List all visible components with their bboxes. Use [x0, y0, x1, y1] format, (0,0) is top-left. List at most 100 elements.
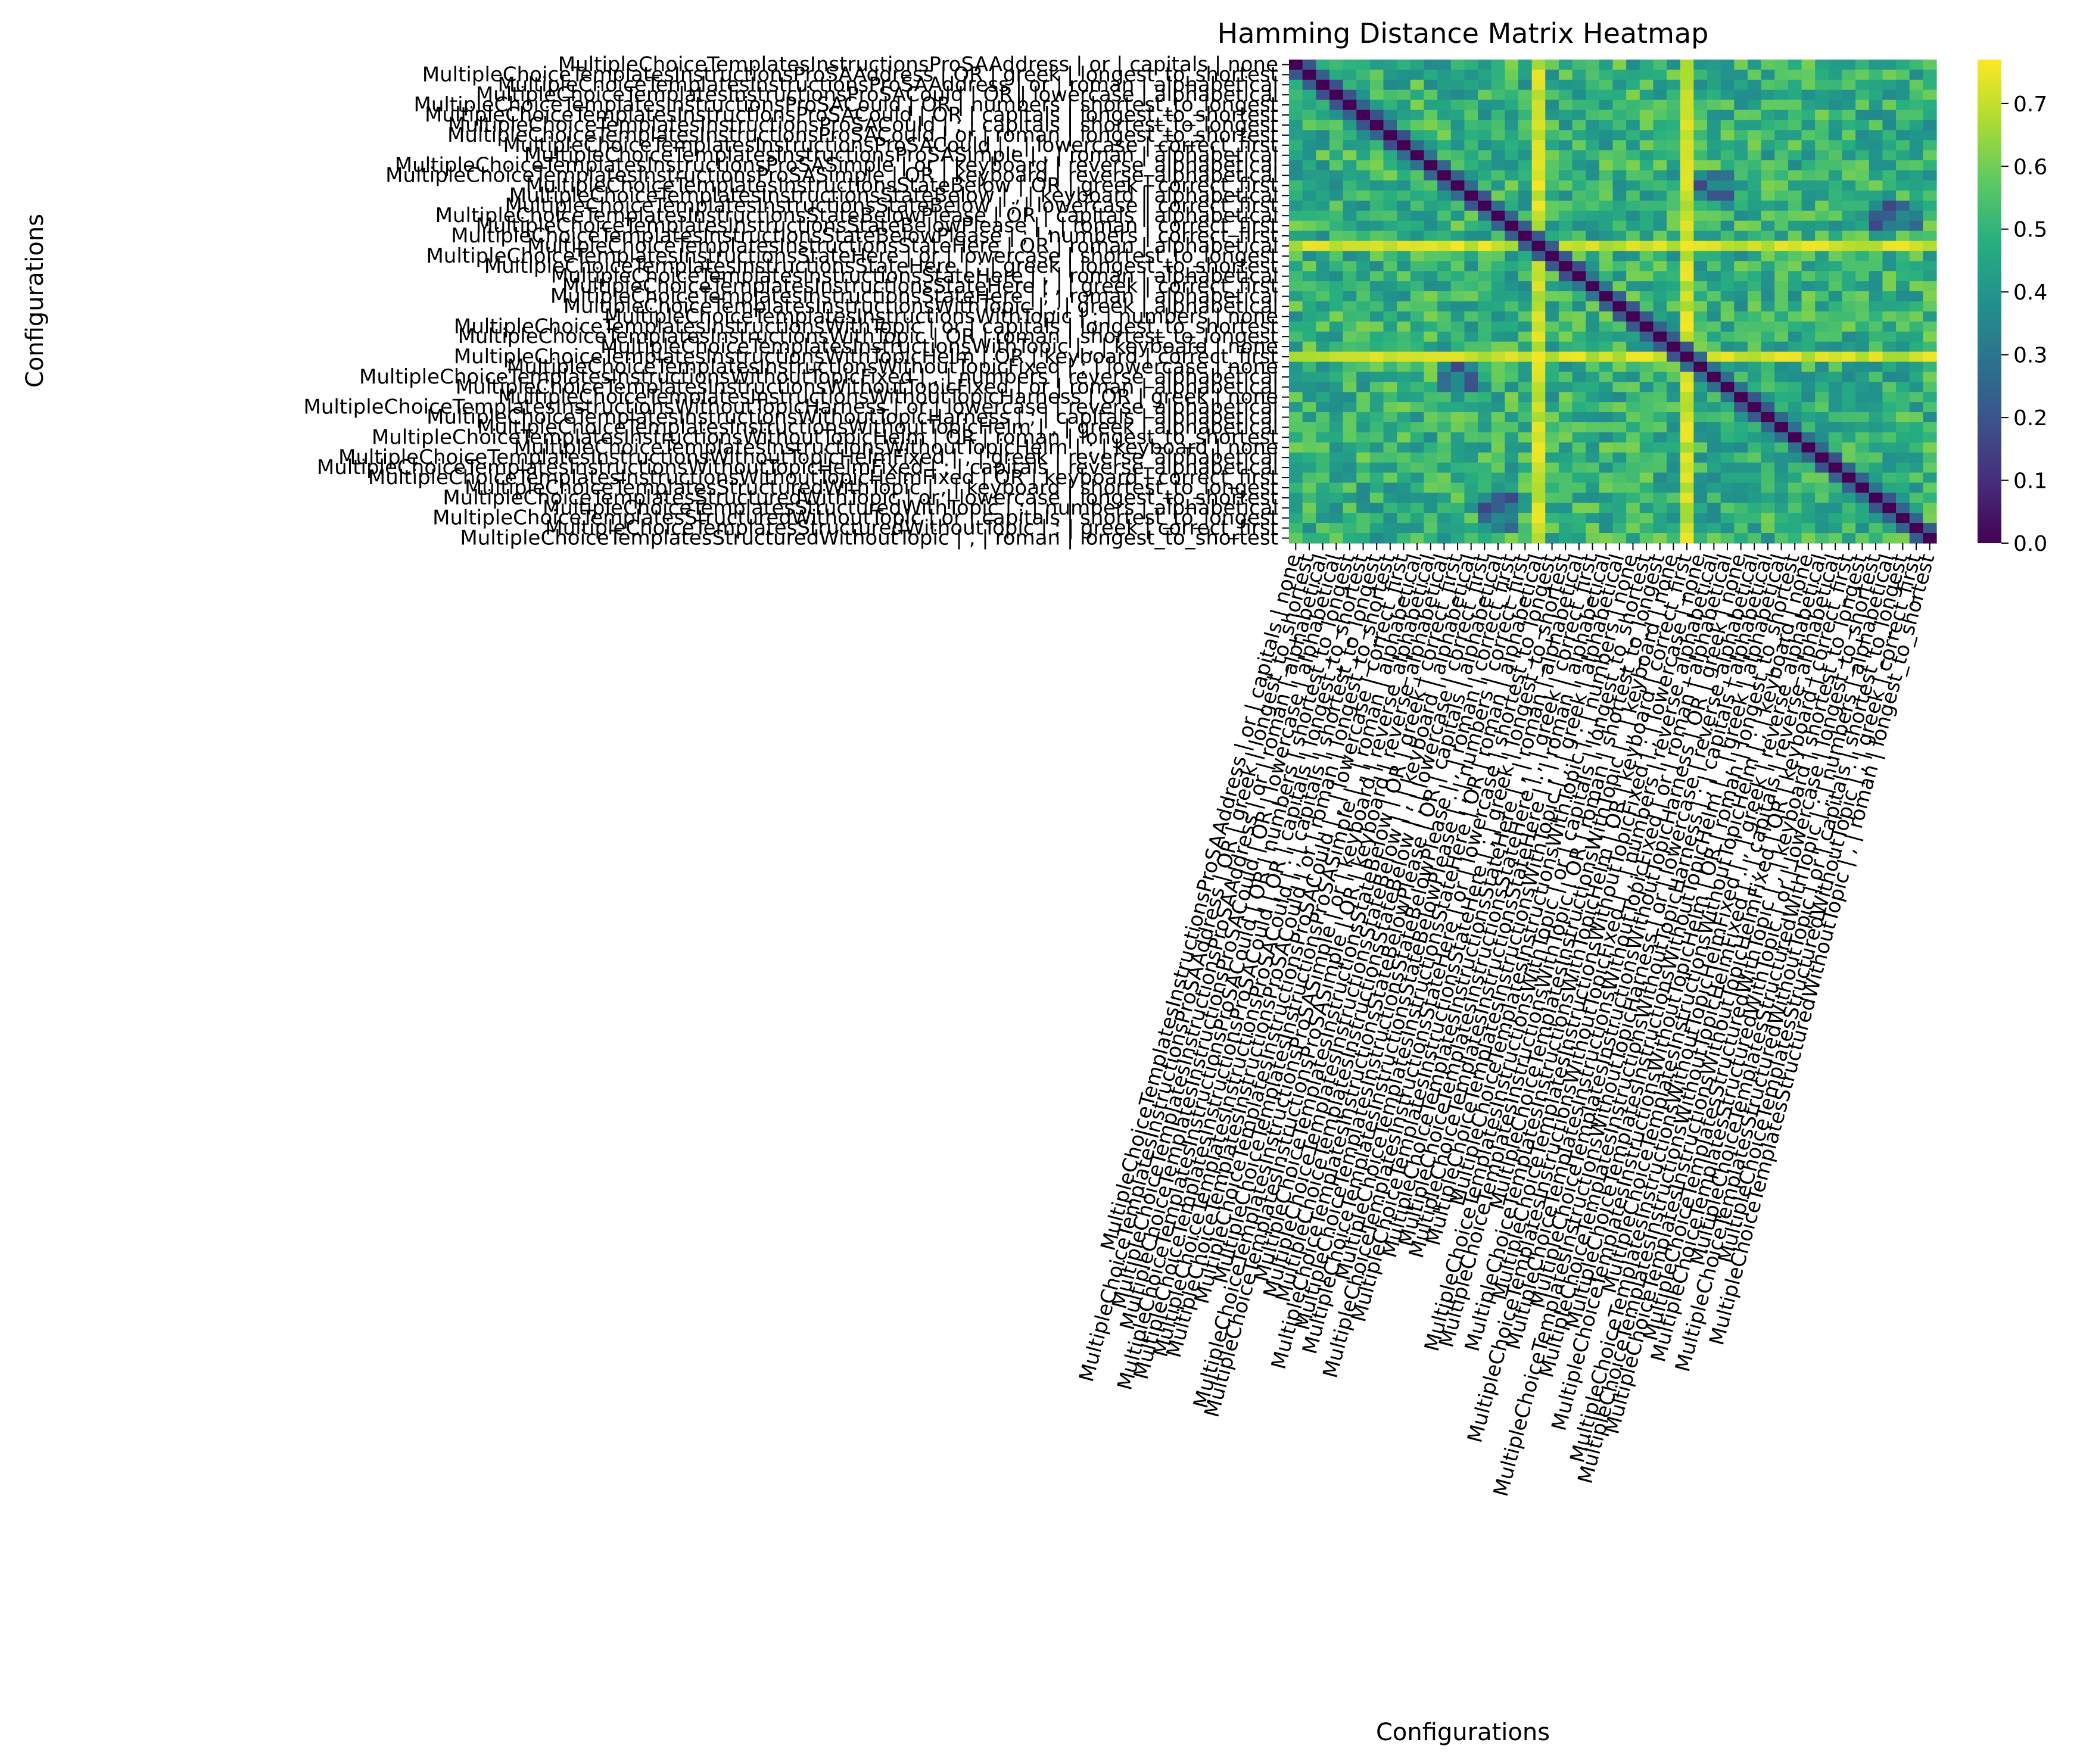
heatmap-cell: [1612, 432, 1627, 443]
heatmap-cell: [1531, 533, 1546, 544]
heatmap-cell: [1923, 523, 1937, 534]
heatmap-cell: [1505, 523, 1519, 534]
heatmap-cell: [1599, 402, 1614, 413]
heatmap-cell: [1869, 533, 1883, 544]
heatmap-cell: [1639, 533, 1654, 544]
heatmap-cell: [1302, 402, 1316, 413]
heatmap-cell: [1923, 190, 1937, 201]
heatmap-cell: [1356, 321, 1371, 332]
heatmap-cell: [1667, 493, 1681, 503]
heatmap-cell: [1612, 180, 1627, 191]
heatmap-cell: [1774, 200, 1789, 211]
heatmap-cell: [1612, 291, 1627, 302]
heatmap-cell: [1909, 160, 1923, 171]
heatmap-cell: [1410, 503, 1425, 513]
heatmap-cell: [1558, 361, 1573, 373]
heatmap-cell: [1531, 372, 1546, 382]
heatmap-cell: [1896, 251, 1910, 261]
heatmap-cell: [1491, 422, 1505, 433]
heatmap-cell: [1586, 140, 1600, 151]
heatmap-cell: [1842, 372, 1856, 382]
row-tick-label: MultipleChoiceTemplatesInstructionsProSA…: [448, 113, 1278, 137]
heatmap-cell: [1450, 160, 1465, 171]
heatmap-cell: [1356, 361, 1371, 373]
heatmap-cell: [1505, 79, 1519, 91]
heatmap-cell: [1909, 503, 1923, 513]
heatmap-cell: [1302, 472, 1316, 484]
heatmap-cell: [1693, 452, 1708, 463]
heatmap-cell: [1356, 392, 1371, 403]
heatmap-cell: [1909, 271, 1923, 282]
heatmap-cell: [1855, 361, 1870, 373]
heatmap-cell: [1478, 210, 1492, 222]
heatmap-cell: [1734, 261, 1748, 272]
heatmap-cell: [1531, 110, 1546, 121]
heatmap-cell: [1869, 271, 1883, 282]
heatmap-cell: [1788, 452, 1802, 463]
heatmap-cell: [1626, 130, 1640, 141]
heatmap-cell: [1424, 382, 1438, 392]
heatmap-cell: [1680, 432, 1694, 443]
heatmap-cell: [1329, 351, 1344, 363]
heatmap-cell: [1761, 361, 1775, 373]
heatmap-cell: [1356, 382, 1371, 392]
heatmap-cell: [1478, 271, 1492, 282]
heatmap-cell: [1788, 533, 1802, 544]
heatmap-cell: [1828, 170, 1843, 181]
heatmap-cell: [1505, 170, 1519, 181]
heatmap-cell: [1356, 291, 1371, 302]
heatmap-cell: [1612, 60, 1627, 70]
heatmap-cell: [1667, 452, 1681, 463]
heatmap-cell: [1464, 160, 1478, 171]
heatmap-cell: [1558, 271, 1573, 282]
heatmap-cell: [1653, 472, 1667, 484]
heatmap-cell: [1855, 281, 1870, 292]
heatmap-cell: [1707, 190, 1721, 201]
heatmap-cell: [1316, 89, 1330, 101]
heatmap-cell: [1869, 281, 1883, 292]
heatmap-cell: [1828, 160, 1843, 171]
heatmap-cell: [1882, 432, 1897, 443]
heatmap-cell: [1289, 230, 1303, 242]
heatmap-cell: [1842, 230, 1856, 242]
heatmap-cell: [1289, 462, 1303, 473]
heatmap-cell: [1599, 160, 1614, 171]
row-tick-label: MultipleChoiceTemplatesInstructionsProSA…: [422, 63, 1278, 86]
heatmap-cell: [1586, 110, 1600, 121]
heatmap-cell: [1855, 220, 1870, 232]
heatmap-cell: [1761, 210, 1775, 222]
heatmap-cell: [1734, 452, 1748, 463]
heatmap-cell: [1788, 210, 1802, 222]
heatmap-cell: [1545, 321, 1559, 332]
heatmap-cell: [1518, 69, 1533, 80]
heatmap-cell: [1397, 200, 1411, 211]
heatmap-cell: [1626, 402, 1640, 413]
heatmap-cell: [1505, 503, 1519, 513]
heatmap-cell: [1410, 432, 1425, 443]
heatmap-cell: [1653, 180, 1667, 191]
heatmap-cell: [1343, 69, 1357, 80]
heatmap-cell: [1774, 160, 1789, 171]
heatmap-cell: [1397, 412, 1411, 423]
heatmap-cell: [1356, 190, 1371, 201]
heatmap-cell: [1437, 140, 1452, 151]
heatmap-cell: [1923, 493, 1937, 503]
chart-title: Hamming Distance Matrix Heatmap: [1218, 17, 1709, 49]
heatmap-cell: [1464, 99, 1478, 111]
heatmap-cell: [1653, 190, 1667, 201]
heatmap-cell: [1612, 301, 1627, 312]
heatmap-cell: [1343, 462, 1357, 473]
heatmap-cell: [1653, 533, 1667, 544]
heatmap-cell: [1424, 200, 1438, 211]
heatmap-cell: [1599, 69, 1614, 80]
heatmap-cell: [1720, 523, 1735, 534]
heatmap-cell: [1815, 442, 1829, 453]
heatmap-cell: [1639, 472, 1654, 484]
heatmap-cell: [1410, 251, 1425, 261]
heatmap-cell: [1734, 69, 1748, 80]
heatmap-cell: [1558, 351, 1573, 363]
heatmap-cell: [1478, 69, 1492, 80]
heatmap-cell: [1356, 200, 1371, 211]
heatmap-cell: [1774, 523, 1789, 534]
heatmap-cell: [1558, 412, 1573, 423]
